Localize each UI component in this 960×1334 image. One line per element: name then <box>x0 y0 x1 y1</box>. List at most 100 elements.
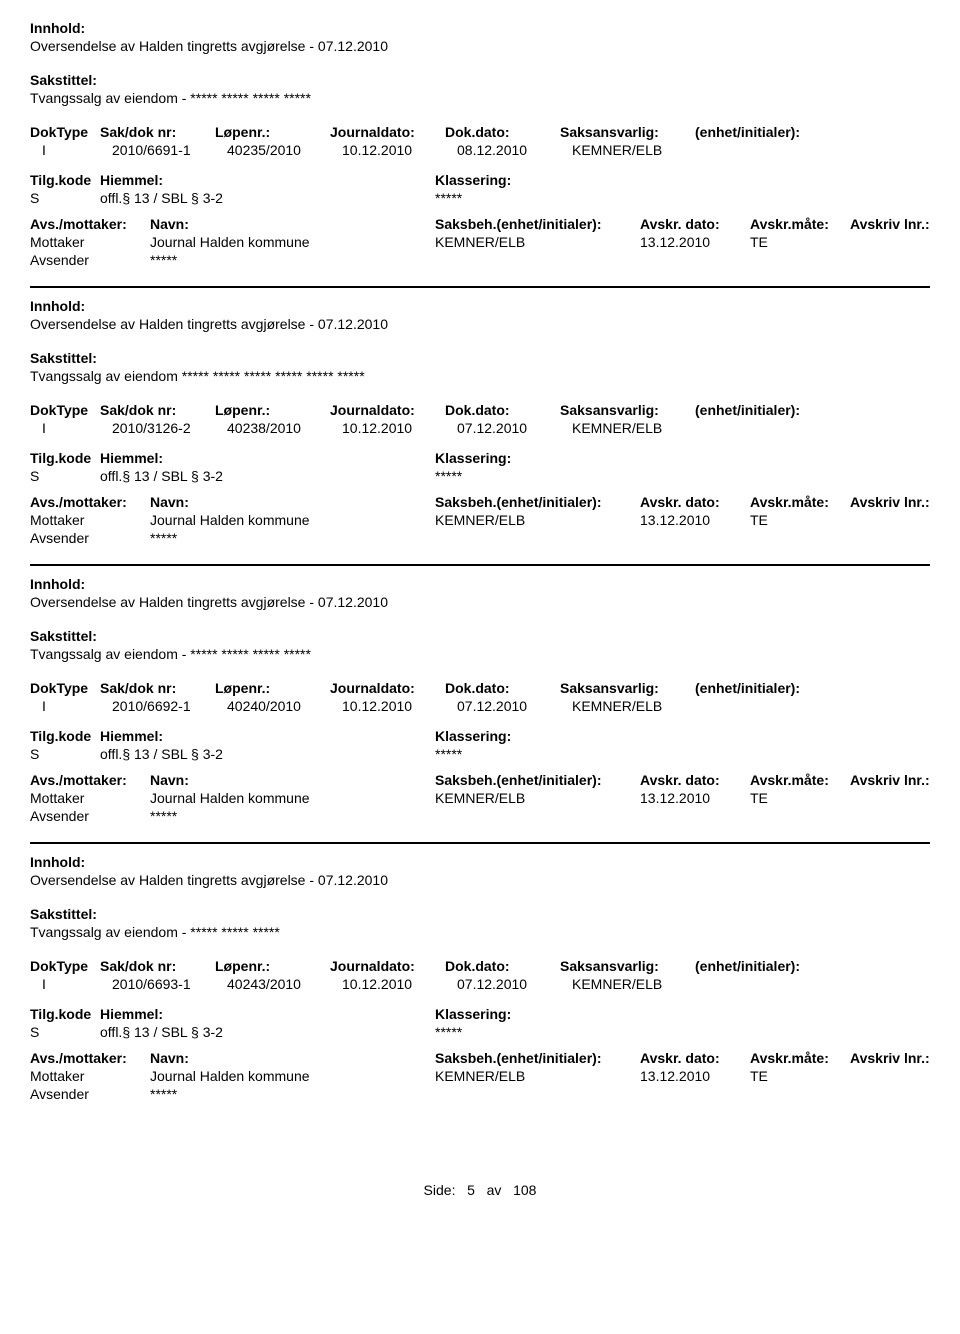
hiemmel-value: offl.§ 13 / SBL § 3-2 <box>100 468 435 484</box>
tilgkode-header-row: Tilg.kode Hiemmel: Klassering: <box>30 450 930 466</box>
avs-header-row: Avs./mottaker: Navn: Saksbeh.(enhet/init… <box>30 494 930 510</box>
enhet-header: (enhet/initialer): <box>695 402 930 418</box>
saksbeh-header: Saksbeh.(enhet/initialer): <box>435 494 640 510</box>
sakstittel-label: Sakstittel: <box>30 72 930 88</box>
dokdato-header: Dok.dato: <box>445 958 560 974</box>
avskrivlnr-header: Avskriv lnr.: <box>850 494 930 510</box>
metadata-header-row: DokType Sak/dok nr: Løpenr.: Journaldato… <box>30 402 930 418</box>
mottaker-avskrdato: 13.12.2010 <box>640 790 750 806</box>
avs-header-row: Avs./mottaker: Navn: Saksbeh.(enhet/init… <box>30 216 930 232</box>
navn-header: Navn: <box>150 772 435 788</box>
klassering-header: Klassering: <box>435 1006 930 1022</box>
sakstittel-label: Sakstittel: <box>30 906 930 922</box>
journal-entry: Innhold: Oversendelse av Halden tingrett… <box>30 298 930 566</box>
lopenr-header: Løpenr.: <box>215 124 330 140</box>
klassering-value: ***** <box>435 468 930 484</box>
saknr-header: Sak/dok nr: <box>100 124 215 140</box>
mottaker-label: Mottaker <box>30 1068 150 1084</box>
saksbeh-header: Saksbeh.(enhet/initialer): <box>435 772 640 788</box>
enhet-header: (enhet/initialer): <box>695 958 930 974</box>
lopenr-value: 40238/2010 <box>227 420 342 436</box>
journaldato-header: Journaldato: <box>330 958 445 974</box>
mottaker-avskrdato: 13.12.2010 <box>640 512 750 528</box>
page-container: Innhold: Oversendelse av Halden tingrett… <box>0 0 960 1208</box>
navn-header: Navn: <box>150 1050 435 1066</box>
avskrdato-header: Avskr. dato: <box>640 772 750 788</box>
sakstittel-value: Tvangssalg av eiendom ***** ***** ***** … <box>30 368 930 384</box>
footer-av-label: av <box>487 1182 502 1198</box>
journaldato-header: Journaldato: <box>330 402 445 418</box>
journaldato-header: Journaldato: <box>330 124 445 140</box>
metadata-value-row: I 2010/6691-1 40235/2010 10.12.2010 08.1… <box>30 142 930 158</box>
page-footer: Side: 5 av 108 <box>30 1182 930 1198</box>
metadata-value-row: I 2010/3126-2 40238/2010 10.12.2010 07.1… <box>30 420 930 436</box>
mottaker-navn: Journal Halden kommune <box>150 1068 435 1084</box>
saknr-value: 2010/6693-1 <box>112 976 227 992</box>
mottaker-row: Mottaker Journal Halden kommune KEMNER/E… <box>30 512 930 528</box>
saksansvarlig-header: Saksansvarlig: <box>560 402 695 418</box>
journaldato-value: 10.12.2010 <box>342 698 457 714</box>
avs-header-row: Avs./mottaker: Navn: Saksbeh.(enhet/init… <box>30 772 930 788</box>
mottaker-saksbeh: KEMNER/ELB <box>435 512 640 528</box>
mottaker-avskrmate: TE <box>750 234 850 250</box>
mottaker-saksbeh: KEMNER/ELB <box>435 1068 640 1084</box>
mottaker-avskrmate: TE <box>750 1068 850 1084</box>
hiemmel-header: Hiemmel: <box>100 172 435 188</box>
tilgkode-value: S <box>30 190 100 206</box>
mottaker-label: Mottaker <box>30 512 150 528</box>
entry-divider <box>30 564 930 566</box>
doktype-value: I <box>42 976 112 992</box>
avsmottaker-header: Avs./mottaker: <box>30 1050 150 1066</box>
mottaker-navn: Journal Halden kommune <box>150 512 435 528</box>
avsender-navn: ***** <box>150 808 435 824</box>
mottaker-avskrdato: 13.12.2010 <box>640 234 750 250</box>
tilgkode-header: Tilg.kode <box>30 450 100 466</box>
klassering-value: ***** <box>435 190 930 206</box>
enhet-header: (enhet/initialer): <box>695 680 930 696</box>
avskrmate-header: Avskr.måte: <box>750 216 850 232</box>
journaldato-value: 10.12.2010 <box>342 976 457 992</box>
avskrivlnr-header: Avskriv lnr.: <box>850 1050 930 1066</box>
journal-entry: Innhold: Oversendelse av Halden tingrett… <box>30 576 930 844</box>
doktype-header: DokType <box>30 958 100 974</box>
tilgkode-header-row: Tilg.kode Hiemmel: Klassering: <box>30 172 930 188</box>
enhet-header: (enhet/initialer): <box>695 124 930 140</box>
tilgkode-header: Tilg.kode <box>30 172 100 188</box>
tilgkode-value: S <box>30 468 100 484</box>
mottaker-avskrdato: 13.12.2010 <box>640 1068 750 1084</box>
saksansvarlig-header: Saksansvarlig: <box>560 124 695 140</box>
dokdato-value: 07.12.2010 <box>457 420 572 436</box>
avskrdato-header: Avskr. dato: <box>640 1050 750 1066</box>
mottaker-avskrmate: TE <box>750 790 850 806</box>
avs-header-row: Avs./mottaker: Navn: Saksbeh.(enhet/init… <box>30 1050 930 1066</box>
innhold-value: Oversendelse av Halden tingretts avgjøre… <box>30 872 930 888</box>
lopenr-header: Løpenr.: <box>215 680 330 696</box>
doktype-value: I <box>42 420 112 436</box>
innhold-label: Innhold: <box>30 854 930 870</box>
lopenr-value: 40235/2010 <box>227 142 342 158</box>
avsmottaker-header: Avs./mottaker: <box>30 216 150 232</box>
mottaker-navn: Journal Halden kommune <box>150 790 435 806</box>
navn-header: Navn: <box>150 216 435 232</box>
lopenr-header: Løpenr.: <box>215 402 330 418</box>
avsender-navn: ***** <box>150 1086 435 1102</box>
tilgkode-value: S <box>30 1024 100 1040</box>
metadata-header-row: DokType Sak/dok nr: Løpenr.: Journaldato… <box>30 124 930 140</box>
saknr-header: Sak/dok nr: <box>100 680 215 696</box>
entry-divider <box>30 286 930 288</box>
innhold-label: Innhold: <box>30 20 930 36</box>
avskrivlnr-header: Avskriv lnr.: <box>850 216 930 232</box>
lopenr-value: 40243/2010 <box>227 976 342 992</box>
footer-page-number: 5 <box>467 1182 475 1198</box>
avsender-row: Avsender ***** <box>30 530 930 546</box>
footer-side-label: Side: <box>424 1182 456 1198</box>
tilgkode-header: Tilg.kode <box>30 728 100 744</box>
saksansvarlig-value: KEMNER/ELB <box>572 698 707 714</box>
saknr-value: 2010/6692-1 <box>112 698 227 714</box>
lopenr-value: 40240/2010 <box>227 698 342 714</box>
journal-entry: Innhold: Oversendelse av Halden tingrett… <box>30 20 930 288</box>
metadata-header-row: DokType Sak/dok nr: Løpenr.: Journaldato… <box>30 680 930 696</box>
avsender-navn: ***** <box>150 252 435 268</box>
doktype-value: I <box>42 142 112 158</box>
avsender-label: Avsender <box>30 1086 150 1102</box>
